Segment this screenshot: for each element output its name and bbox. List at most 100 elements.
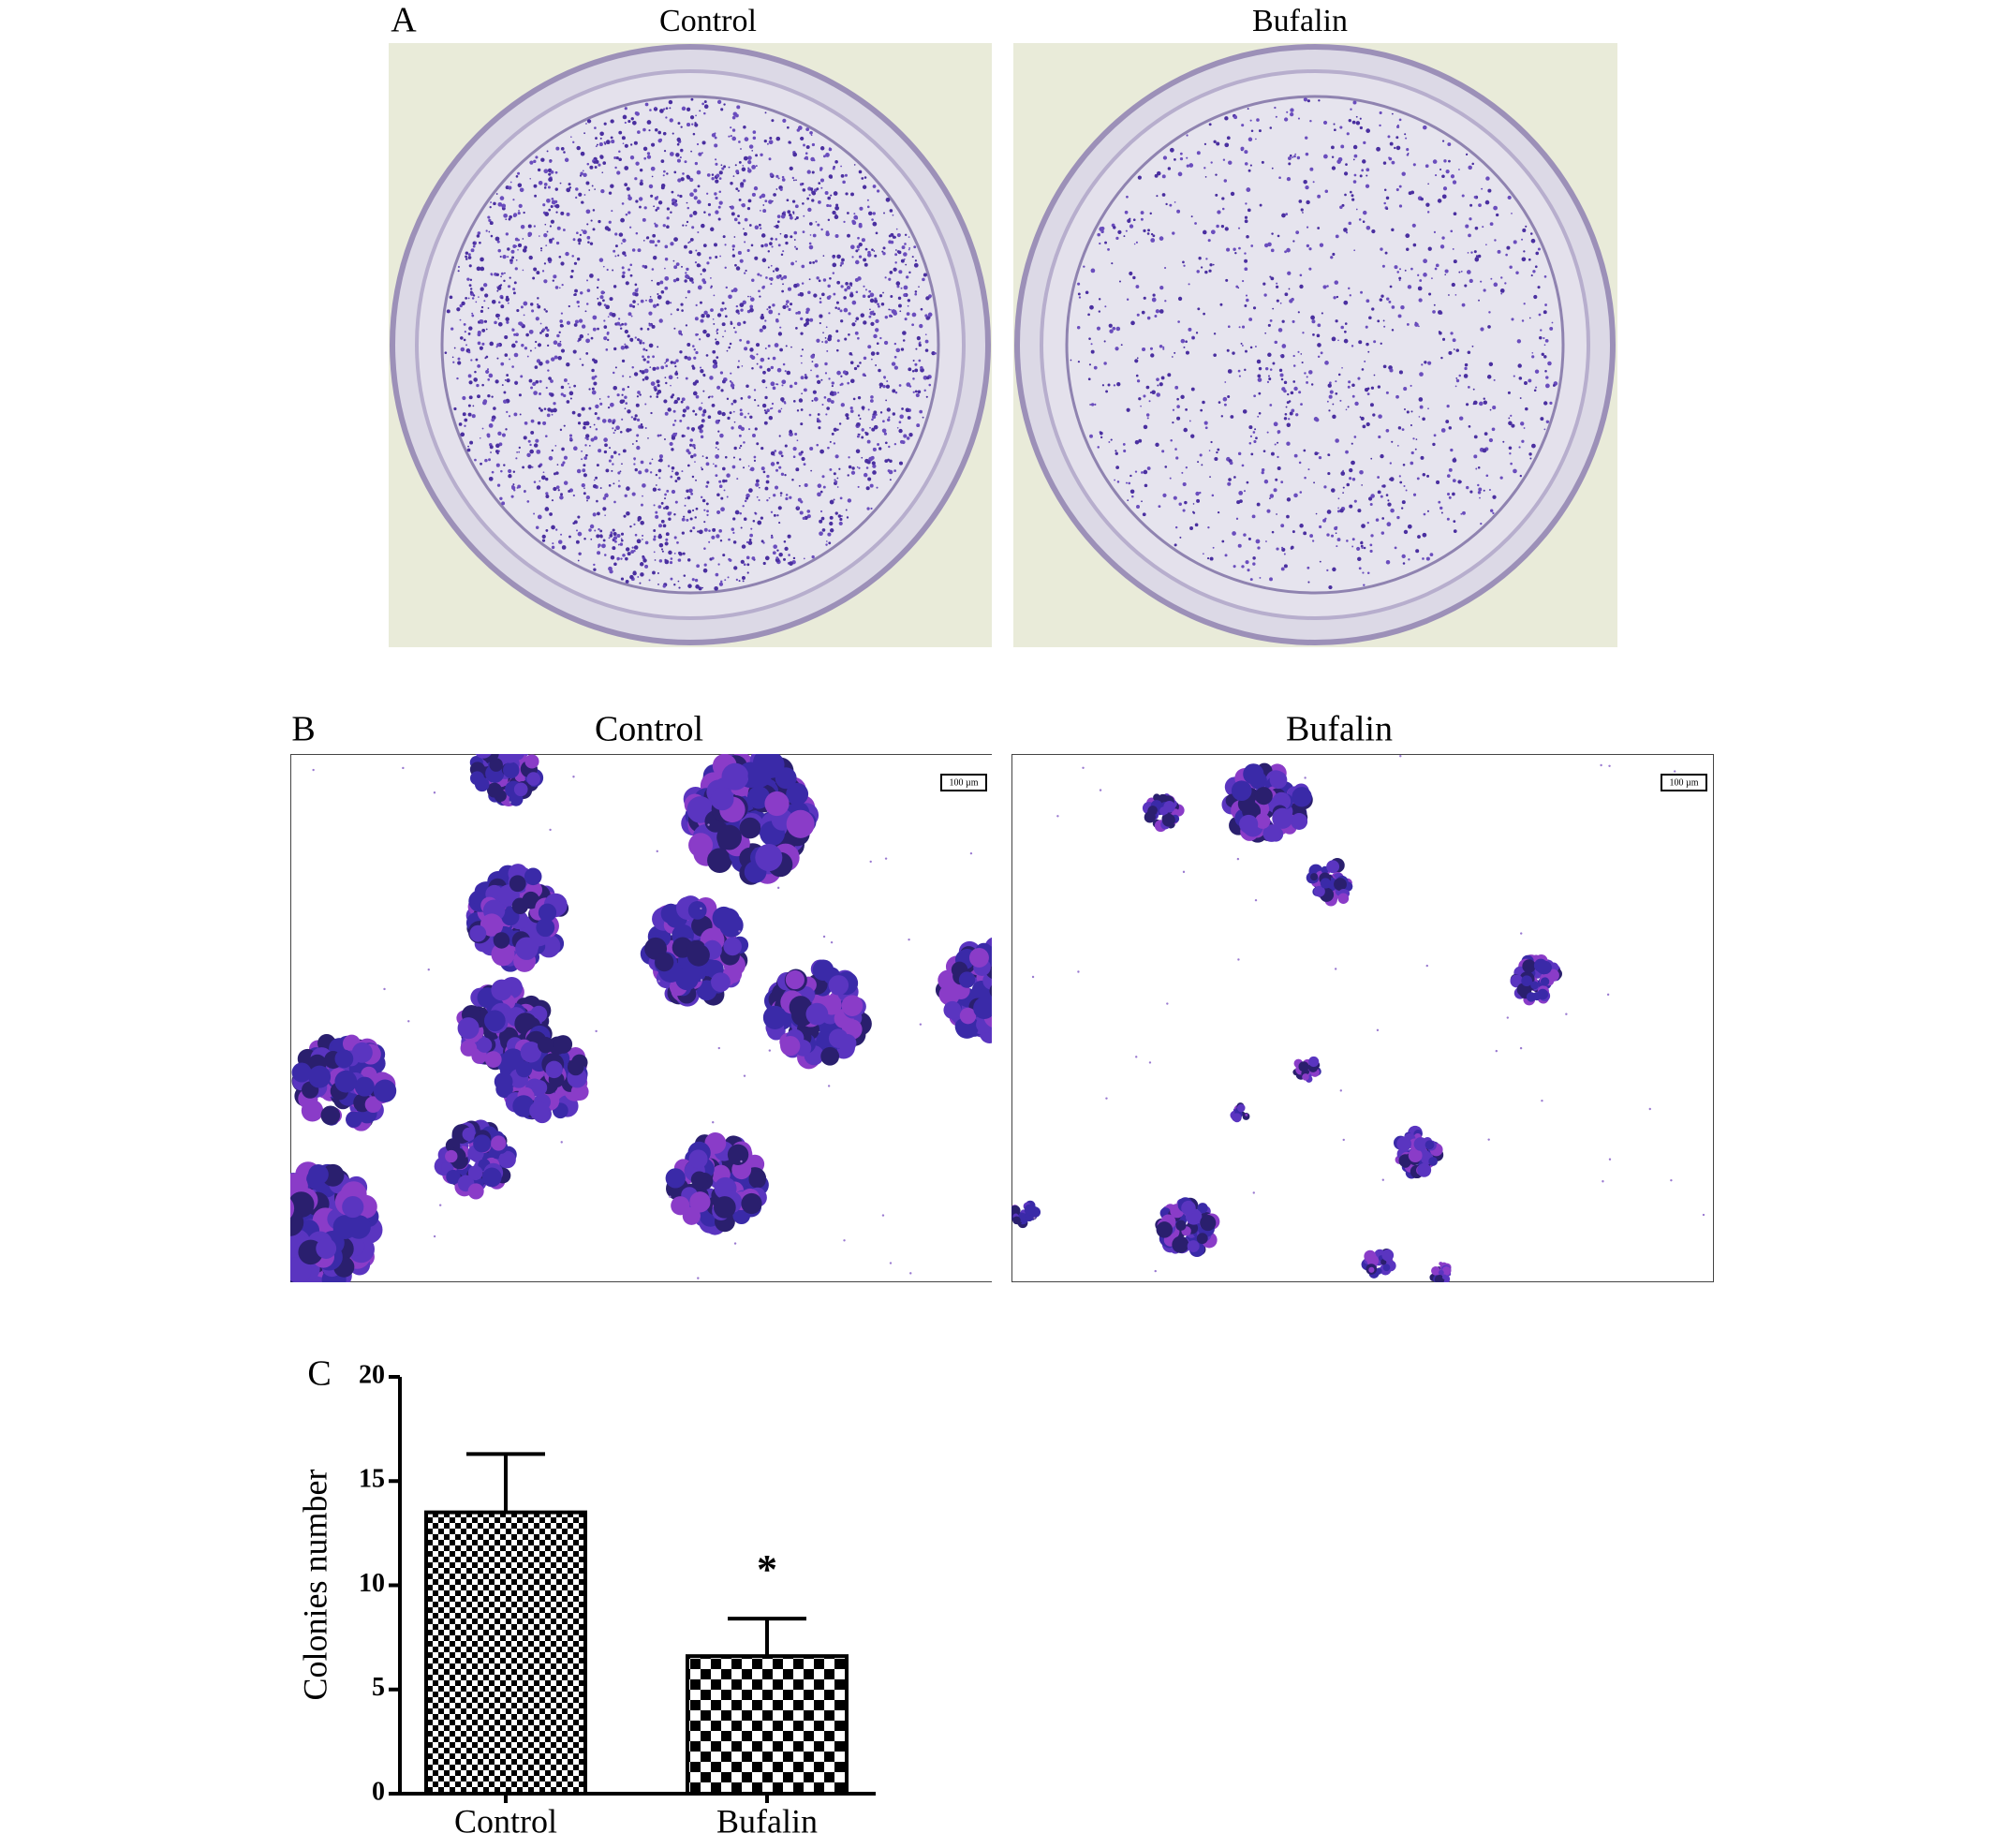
colony-dot [738, 447, 741, 450]
colony-dot [566, 212, 570, 216]
colony-dot [776, 214, 781, 218]
colony-dot [889, 459, 893, 464]
colony-dot [1335, 392, 1338, 395]
colony-dot [1286, 497, 1292, 502]
colony-dot [1480, 522, 1483, 525]
colony-dot [692, 409, 696, 413]
colony-dot [1280, 524, 1285, 528]
colony-dot [512, 213, 518, 217]
colony-dot [553, 402, 556, 406]
colony-dot [871, 414, 877, 420]
colony-dot [857, 485, 860, 488]
colony-dot [604, 142, 607, 145]
colony-dot [1510, 462, 1513, 466]
colony-dot [1241, 565, 1245, 569]
colony-dot [882, 291, 884, 294]
colony-dot [856, 466, 859, 468]
colony-dot [1529, 232, 1533, 235]
colony-dot [1176, 416, 1181, 421]
colony-dot [703, 100, 707, 104]
colony-dot [673, 420, 677, 422]
colony-dot [620, 217, 625, 223]
colony-dot [1159, 285, 1164, 290]
colony-dot [621, 266, 625, 270]
colony-dot [660, 290, 665, 294]
colony-dot [457, 308, 461, 311]
colony-dot [675, 277, 680, 282]
colony-dot [767, 344, 771, 347]
colony-dot [782, 250, 785, 253]
colony-dot [490, 274, 494, 276]
colony-dot [511, 256, 515, 259]
colony-dot [1365, 184, 1370, 188]
colony-dot [1485, 176, 1490, 181]
colony-dot [1257, 377, 1262, 382]
colony-dot [1199, 453, 1203, 457]
cell [473, 1134, 492, 1153]
colony-dot [1477, 483, 1480, 487]
colony-dot [889, 209, 893, 213]
colony-dot [828, 312, 831, 315]
colony-dot [508, 468, 512, 474]
colony-dot [528, 378, 533, 383]
colony-dot [719, 307, 724, 312]
colony-dot [621, 243, 623, 244]
colony-dot [854, 331, 859, 335]
colony-dot [1219, 303, 1223, 306]
colony-dot [1528, 452, 1532, 456]
colony-dot [1345, 163, 1348, 167]
colony-dot [763, 139, 767, 143]
colony-dot [1273, 421, 1278, 427]
colony-dot [551, 197, 554, 200]
colony-dot [673, 237, 678, 242]
colony-dot [1233, 476, 1236, 479]
colony-dot [640, 503, 643, 507]
colony-dot [657, 346, 659, 348]
colony-dot [1437, 199, 1442, 203]
colony-dot [507, 285, 511, 288]
colony-dot [1247, 537, 1251, 540]
colony-dot [528, 329, 534, 334]
colony-dot [1398, 185, 1402, 188]
colony-dot [858, 466, 861, 469]
cell [707, 848, 732, 873]
colony-dot [1283, 417, 1288, 421]
colony-dot [1369, 543, 1373, 547]
colony-dot [1364, 387, 1369, 392]
colony-dot [895, 347, 901, 353]
colony-dot [1359, 126, 1363, 130]
colony-dot [716, 328, 719, 332]
colony-dot [461, 301, 465, 306]
colony-dot [627, 119, 631, 124]
colony-dot [776, 367, 782, 373]
colony-dot [449, 295, 453, 300]
colony-dot [529, 443, 532, 447]
colony-dot [446, 309, 450, 314]
colony-dot [787, 534, 791, 539]
colony-dot [692, 211, 698, 215]
colony-dot [1100, 436, 1103, 439]
colony-dot [619, 430, 623, 434]
colony-dot [1206, 556, 1210, 560]
colony-dot [502, 254, 507, 259]
colony-dot [682, 552, 686, 555]
colony-dot [545, 492, 549, 495]
colony-dot [905, 407, 910, 413]
colony-dot [608, 220, 612, 224]
colony-dot [580, 291, 583, 295]
colony-dot [584, 310, 587, 313]
colony-dot [1410, 190, 1415, 195]
colony-dot [1152, 234, 1156, 238]
colony-dot [520, 375, 524, 378]
colony-dot [779, 232, 782, 235]
colony-dot [616, 170, 621, 175]
colony-dot [702, 244, 707, 248]
colony-dot [1246, 234, 1249, 239]
colony-dot [1090, 403, 1095, 407]
cell [828, 975, 849, 996]
colony-dot [1434, 267, 1438, 271]
colony-dot [1441, 236, 1445, 240]
colony-dot [1274, 443, 1277, 446]
colony-dot [653, 529, 657, 532]
